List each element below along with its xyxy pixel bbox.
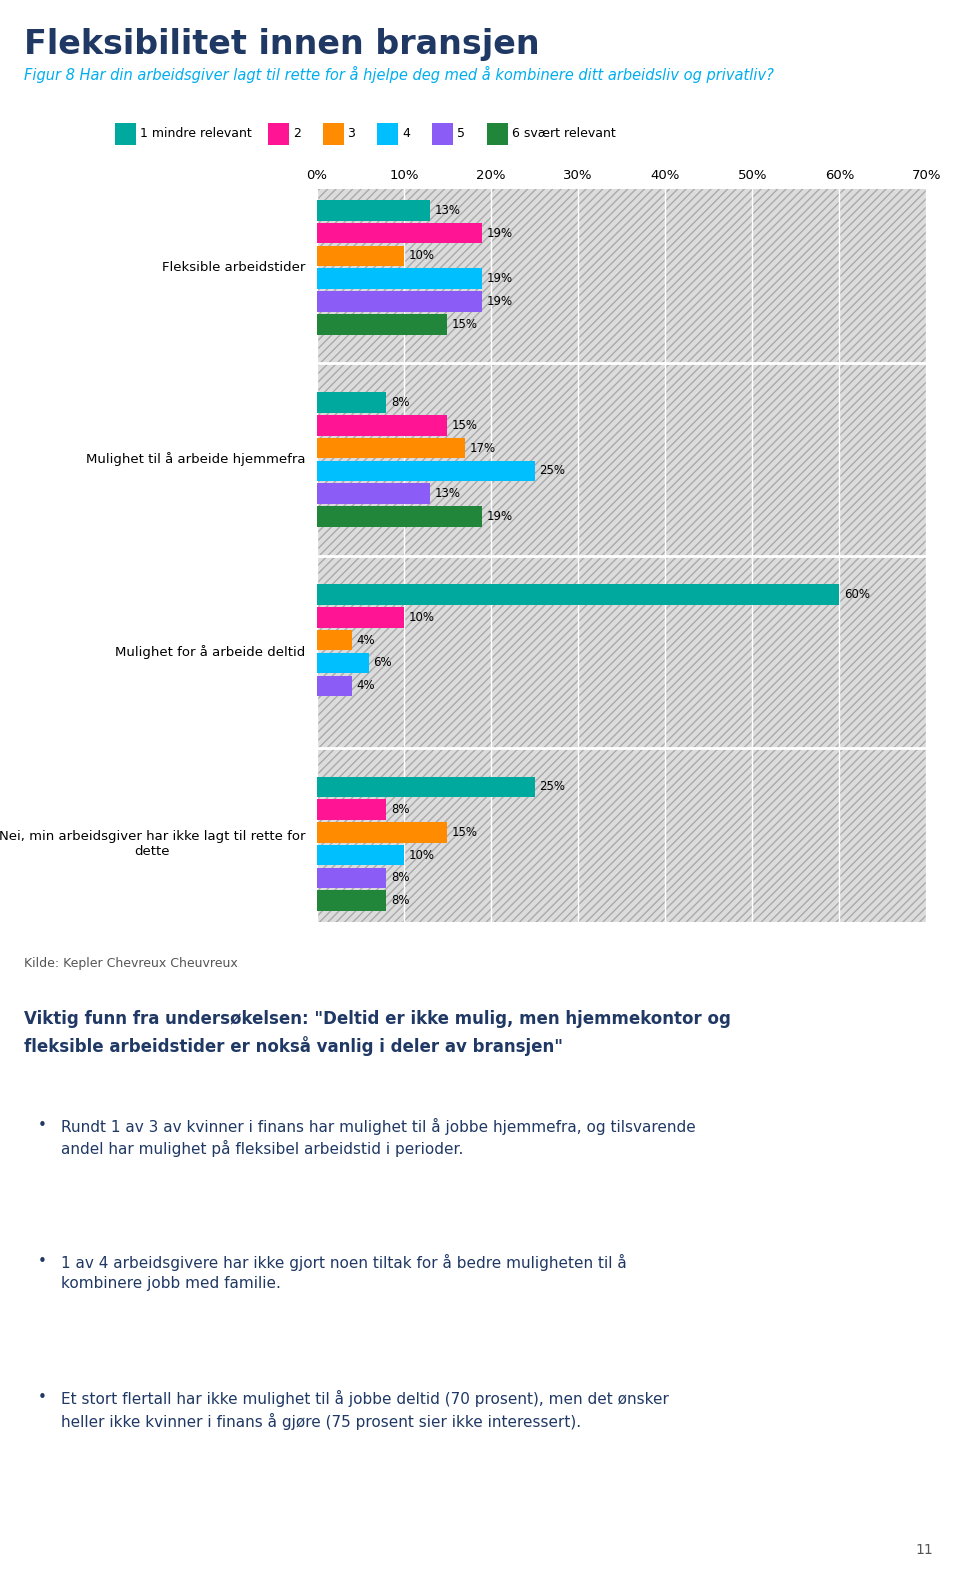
Text: 10%: 10%: [408, 848, 434, 862]
Text: Nei, min arbeidsgiver har ikke lagt til rette for
dette: Nei, min arbeidsgiver har ikke lagt til …: [0, 829, 305, 857]
Text: 8%: 8%: [391, 872, 409, 884]
Text: 6%: 6%: [373, 657, 392, 670]
Text: 15%: 15%: [452, 318, 478, 331]
Bar: [317, 246, 404, 266]
Text: 13%: 13%: [434, 487, 461, 500]
Text: 25%: 25%: [539, 465, 564, 478]
Text: Kilde: Kepler Chevreux Cheuvreux: Kilde: Kepler Chevreux Cheuvreux: [24, 957, 238, 969]
Text: 8%: 8%: [391, 894, 409, 908]
Text: 4%: 4%: [356, 634, 374, 646]
Text: 4%: 4%: [356, 679, 374, 692]
Text: 2: 2: [293, 128, 300, 140]
Bar: [317, 484, 430, 504]
Text: Fleksibilitet innen bransjen: Fleksibilitet innen bransjen: [24, 28, 540, 61]
Text: 8%: 8%: [391, 396, 409, 410]
Text: 5: 5: [457, 128, 465, 140]
Bar: [317, 314, 447, 334]
Text: 19%: 19%: [487, 511, 513, 523]
Bar: [317, 868, 387, 889]
Text: Rundt 1 av 3 av kvinner i finans har mulighet til å jobbe hjemmefra, og tilsvare: Rundt 1 av 3 av kvinner i finans har mul…: [60, 1117, 695, 1157]
Text: 19%: 19%: [487, 227, 513, 240]
Text: 19%: 19%: [487, 295, 513, 307]
Text: 6 svært relevant: 6 svært relevant: [512, 128, 615, 140]
Bar: [317, 777, 535, 797]
Bar: [317, 268, 482, 288]
Bar: [317, 200, 430, 221]
Text: 8%: 8%: [391, 804, 409, 816]
Text: Figur 8 Har din arbeidsgiver lagt til rette for å hjelpe deg med å kombinere dit: Figur 8 Har din arbeidsgiver lagt til re…: [24, 66, 774, 84]
Text: 13%: 13%: [434, 203, 461, 217]
Text: •: •: [37, 1254, 47, 1269]
Text: 19%: 19%: [487, 273, 513, 285]
Bar: [317, 823, 447, 843]
Bar: [317, 607, 404, 627]
Text: 11: 11: [916, 1543, 933, 1557]
Bar: [317, 438, 465, 459]
Text: 15%: 15%: [452, 419, 478, 432]
Bar: [317, 676, 351, 697]
Text: Fleksible arbeidstider: Fleksible arbeidstider: [162, 262, 305, 274]
Bar: [317, 222, 482, 243]
Bar: [317, 652, 369, 673]
Text: Mulighet til å arbeide hjemmefra: Mulighet til å arbeide hjemmefra: [85, 452, 305, 466]
Bar: [317, 414, 447, 435]
Text: 15%: 15%: [452, 826, 478, 838]
Text: 1 av 4 arbeidsgivere har ikke gjort noen tiltak for å bedre muligheten til å
kom: 1 av 4 arbeidsgivere har ikke gjort noen…: [60, 1254, 627, 1291]
Bar: [317, 506, 482, 526]
Bar: [317, 585, 839, 605]
Bar: [317, 460, 535, 481]
Text: 4: 4: [402, 128, 410, 140]
Text: 17%: 17%: [469, 441, 495, 454]
Text: Et stort flertall har ikke mulighet til å jobbe deltid (70 prosent), men det øns: Et stort flertall har ikke mulighet til …: [60, 1390, 668, 1429]
Bar: [317, 799, 387, 820]
Bar: [317, 292, 482, 312]
Bar: [317, 630, 351, 651]
Text: 25%: 25%: [539, 780, 564, 793]
Text: 60%: 60%: [844, 588, 870, 600]
Text: 1 mindre relevant: 1 mindre relevant: [140, 128, 252, 140]
Text: •: •: [37, 1390, 47, 1406]
Text: 10%: 10%: [408, 249, 434, 263]
Text: Mulighet for å arbeide deltid: Mulighet for å arbeide deltid: [115, 645, 305, 659]
Bar: [317, 890, 387, 911]
Bar: [317, 392, 387, 413]
Bar: [317, 845, 404, 865]
Text: •: •: [37, 1117, 47, 1133]
Text: Viktig funn fra undersøkelsen: "Deltid er ikke mulig, men hjemmekontor og
fleksi: Viktig funn fra undersøkelsen: "Deltid e…: [24, 1010, 731, 1056]
Text: 3: 3: [348, 128, 355, 140]
Text: 10%: 10%: [408, 611, 434, 624]
